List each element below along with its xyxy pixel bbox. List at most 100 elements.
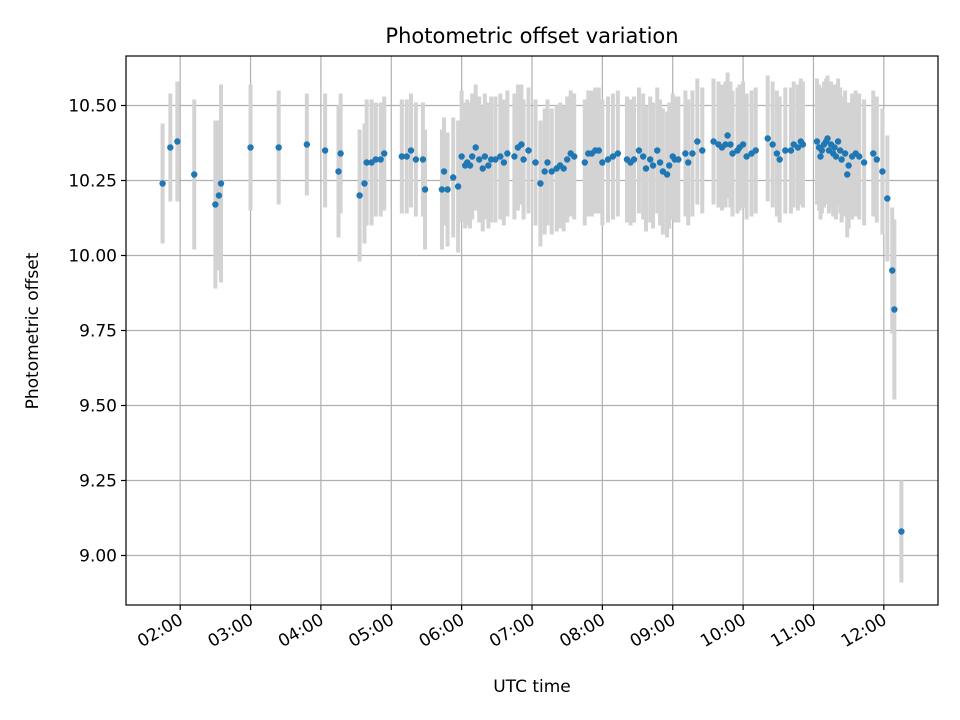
data-point bbox=[635, 147, 643, 154]
x-tick-label: 11:00 bbox=[768, 610, 820, 652]
data-point bbox=[824, 135, 831, 142]
data-point bbox=[879, 168, 886, 175]
y-tick-label: 9.50 bbox=[79, 397, 117, 417]
data-point bbox=[845, 162, 852, 169]
data-point bbox=[844, 171, 851, 178]
data-point bbox=[595, 147, 603, 154]
x-tick-label: 12:00 bbox=[838, 610, 890, 652]
x-tick-label: 08:00 bbox=[556, 610, 608, 652]
data-point bbox=[752, 147, 759, 154]
data-point bbox=[466, 162, 474, 169]
data-point bbox=[159, 180, 166, 187]
data-point bbox=[834, 138, 842, 145]
data-point bbox=[532, 159, 539, 166]
x-axis-label: UTC time bbox=[493, 677, 571, 697]
data-point bbox=[361, 180, 368, 187]
data-point bbox=[419, 156, 427, 163]
data-point bbox=[694, 138, 701, 145]
data-point bbox=[525, 147, 532, 154]
data-point bbox=[729, 150, 736, 157]
data-point bbox=[855, 153, 863, 160]
data-point bbox=[675, 156, 682, 163]
data-point bbox=[889, 267, 896, 274]
data-point bbox=[682, 150, 689, 157]
y-tick-label: 9.00 bbox=[79, 547, 117, 567]
data-point bbox=[773, 150, 781, 157]
data-point bbox=[167, 144, 174, 151]
data-point bbox=[599, 159, 606, 166]
data-point bbox=[335, 168, 342, 175]
data-point bbox=[440, 168, 448, 175]
x-tick-label: 10:00 bbox=[697, 610, 749, 652]
data-point bbox=[647, 156, 654, 163]
x-tick-label: 06:00 bbox=[416, 610, 468, 652]
x-tick-label: 02:00 bbox=[134, 610, 186, 652]
data-point bbox=[794, 144, 802, 151]
data-point bbox=[247, 144, 254, 151]
data-point bbox=[609, 153, 617, 160]
data-point bbox=[743, 153, 750, 160]
chart-title: Photometric offset variation bbox=[385, 24, 678, 48]
data-point bbox=[454, 183, 462, 190]
data-point bbox=[884, 195, 891, 202]
data-point bbox=[497, 153, 504, 160]
data-point bbox=[604, 156, 612, 163]
data-point bbox=[656, 159, 664, 166]
y-tick-label: 10.50 bbox=[68, 97, 117, 117]
data-point bbox=[666, 162, 673, 169]
data-point bbox=[699, 147, 706, 154]
data-point bbox=[500, 159, 508, 166]
x-tick-label: 04:00 bbox=[275, 610, 327, 652]
data-point bbox=[813, 138, 821, 145]
data-point bbox=[275, 144, 282, 151]
data-point bbox=[191, 171, 198, 178]
data-point bbox=[479, 165, 486, 172]
data-point bbox=[476, 156, 483, 163]
data-point bbox=[541, 168, 548, 175]
data-point bbox=[571, 153, 578, 160]
data-point bbox=[870, 150, 877, 157]
data-point bbox=[421, 186, 429, 193]
data-point bbox=[727, 141, 734, 148]
data-point bbox=[337, 150, 344, 157]
y-axis-ticks: 9.00 9.25 9.50 9.75 10.00 10.25 10.50 bbox=[68, 97, 126, 567]
data-point bbox=[581, 159, 588, 166]
data-point bbox=[654, 147, 661, 154]
data-point bbox=[764, 135, 771, 142]
data-point bbox=[398, 153, 406, 160]
data-point bbox=[841, 150, 849, 157]
data-point bbox=[544, 159, 551, 166]
data-point bbox=[372, 156, 379, 163]
data-point bbox=[630, 156, 638, 163]
data-point bbox=[860, 159, 868, 166]
data-point bbox=[403, 153, 410, 160]
data-point bbox=[873, 156, 880, 163]
data-point bbox=[663, 171, 671, 178]
data-point bbox=[511, 153, 518, 160]
data-point bbox=[722, 141, 729, 148]
data-point bbox=[787, 147, 795, 154]
data-point bbox=[548, 168, 555, 175]
y-tick-label: 9.75 bbox=[79, 322, 117, 342]
data-point bbox=[492, 156, 499, 163]
data-point bbox=[407, 147, 415, 154]
data-point bbox=[838, 156, 845, 163]
data-point bbox=[363, 159, 370, 166]
data-point bbox=[520, 156, 527, 163]
data-point bbox=[614, 150, 622, 157]
x-tick-label: 07:00 bbox=[486, 610, 538, 652]
data-point bbox=[832, 153, 840, 160]
x-tick-label: 09:00 bbox=[627, 610, 679, 652]
x-tick-label: 05:00 bbox=[345, 610, 397, 652]
data-point bbox=[412, 156, 420, 163]
data-point bbox=[642, 165, 650, 172]
data-point bbox=[377, 156, 384, 163]
data-point bbox=[710, 138, 717, 145]
data-point bbox=[769, 141, 776, 148]
data-point bbox=[504, 150, 511, 157]
data-point bbox=[649, 162, 657, 169]
data-point bbox=[518, 141, 525, 148]
y-axis-label: Photometric offset bbox=[23, 252, 43, 409]
data-point bbox=[381, 150, 388, 157]
